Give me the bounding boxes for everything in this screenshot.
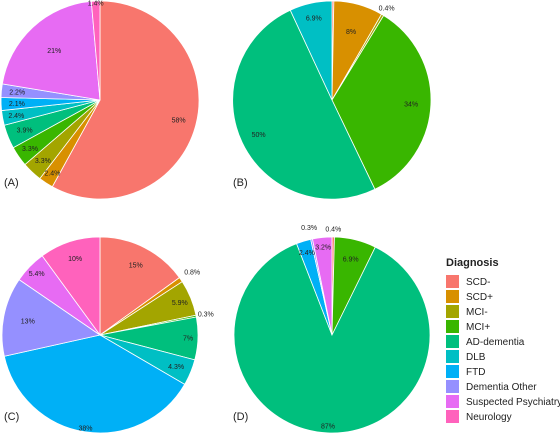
legend-swatch bbox=[446, 290, 459, 303]
legend-swatch bbox=[446, 320, 459, 333]
slice-label: 38% bbox=[78, 426, 92, 433]
legend-label: MCI- bbox=[466, 307, 488, 318]
legend-item: AD-dementia bbox=[446, 335, 525, 348]
slice-label: 21% bbox=[47, 48, 61, 55]
slice-label: 0.4% bbox=[379, 6, 395, 13]
pie-slice bbox=[311, 236, 333, 336]
pie-slice bbox=[51, 0, 200, 200]
slice-label: 3.3% bbox=[35, 158, 51, 165]
slice-label: 6.9% bbox=[306, 15, 322, 22]
slice-label: 2.2% bbox=[9, 90, 25, 97]
slice-label: 8% bbox=[346, 29, 356, 36]
slice-label: 2.4% bbox=[8, 113, 24, 120]
legend-swatch bbox=[446, 365, 459, 378]
panel-label: (B) bbox=[233, 177, 248, 189]
slice-label: 0.3% bbox=[198, 312, 214, 319]
slice-label: 2.4% bbox=[299, 250, 315, 257]
pie-slice bbox=[331, 14, 432, 190]
legend-label: MCI+ bbox=[466, 322, 490, 333]
pie-panel-1: 58% 2.4% 3.3% 3.3% 3.9% 2.4% 2.1% 2.2% 21% 1.4% (A… bbox=[0, 0, 200, 200]
slice-label: 3.9% bbox=[17, 128, 33, 135]
panel-label: (D) bbox=[233, 411, 248, 423]
pie-slice bbox=[3, 334, 186, 434]
slice-label: 34% bbox=[404, 102, 418, 109]
pie-panel-2: 0.3%8%0.4%34%50%6.9%(B) bbox=[232, 0, 432, 200]
legend-label: DLB bbox=[466, 352, 486, 363]
legend-label: AD-dementia bbox=[466, 337, 525, 348]
legend-label: Dementia Other bbox=[466, 382, 537, 393]
pie-slice bbox=[41, 236, 101, 337]
slice-label: 0.8% bbox=[184, 269, 200, 276]
slice-label: 13% bbox=[21, 319, 35, 326]
slice-label: 10% bbox=[68, 256, 82, 263]
legend-swatch bbox=[446, 335, 459, 348]
slice-label: 87% bbox=[321, 424, 335, 431]
slice-label: 2.4% bbox=[44, 171, 60, 178]
slice-label: 3.2% bbox=[315, 245, 331, 252]
slice-label: 58% bbox=[172, 118, 186, 125]
legend-swatch bbox=[446, 410, 459, 423]
legend-item: MCI- bbox=[446, 305, 488, 318]
legend-swatch bbox=[446, 380, 459, 393]
pie-panel-4: 0.4% 6.9% 87% 2.4% 0.3% 3.2% (D) bbox=[233, 225, 431, 434]
slice-label: 2.1% bbox=[9, 101, 25, 108]
legend-label: SCD- bbox=[466, 277, 490, 288]
slice-label: 6.9% bbox=[343, 256, 359, 263]
slice-label: 50% bbox=[252, 132, 266, 139]
pie-slice bbox=[99, 236, 181, 336]
legend-item: SCD+ bbox=[446, 290, 493, 303]
legend-item: FTD bbox=[446, 365, 485, 378]
legend-item: DLB bbox=[446, 350, 486, 363]
pie-panels: 58% 2.4% 3.3% 3.3% 3.9% 2.4% 2.1% 2.2% 21% 1.4% (A… bbox=[0, 0, 432, 434]
legend-item: SCD- bbox=[446, 275, 490, 288]
legend-item: Dementia Other bbox=[446, 380, 537, 393]
legend-items: SCD- SCD+ MCI- MCI+ AD-dementia DLB FTD Dementi… bbox=[446, 275, 560, 423]
legend-label: FTD bbox=[466, 367, 485, 378]
slice-label: 15% bbox=[129, 263, 143, 270]
slice-label: 0.4% bbox=[325, 227, 341, 234]
legend-swatch bbox=[446, 305, 459, 318]
legend: Diagnosis SCD- SCD+ MCI- MCI+ AD-dementia DLB… bbox=[446, 257, 560, 423]
slice-label: 4.3% bbox=[168, 364, 184, 371]
legend-swatch bbox=[446, 395, 459, 408]
slice-label: 0.3% bbox=[301, 225, 317, 232]
pie-panel-3: 15% 0.8% 5.9% 0.3% 7% 4.3% 38% 13% 5.4% 10% (C) bbox=[1, 236, 214, 434]
pie-slice bbox=[1, 279, 101, 357]
slice-label: 5.4% bbox=[29, 271, 45, 278]
legend-item: MCI+ bbox=[446, 320, 490, 333]
legend-item: Suspected Psychiatry bbox=[446, 395, 560, 408]
legend-swatch bbox=[446, 350, 459, 363]
slice-label: 5.9% bbox=[172, 300, 188, 307]
pie-slice bbox=[233, 243, 431, 434]
pie-slice bbox=[90, 0, 101, 101]
legend-item: Neurology bbox=[446, 410, 512, 423]
legend-swatch bbox=[446, 275, 459, 288]
panel-label: (C) bbox=[4, 411, 19, 423]
slice-label: 1.4% bbox=[88, 1, 104, 8]
pie-slice bbox=[232, 9, 376, 200]
legend-label: Neurology bbox=[466, 412, 512, 423]
legend-label: Suspected Psychiatry bbox=[466, 397, 560, 408]
panel-label: (A) bbox=[4, 177, 19, 189]
slice-label: 3.3% bbox=[22, 146, 38, 153]
pie-slice bbox=[289, 0, 333, 101]
legend-label: SCD+ bbox=[466, 292, 493, 303]
slice-label: 7% bbox=[183, 336, 193, 343]
pie-slice bbox=[1, 0, 101, 101]
legend-title: Diagnosis bbox=[446, 257, 499, 269]
